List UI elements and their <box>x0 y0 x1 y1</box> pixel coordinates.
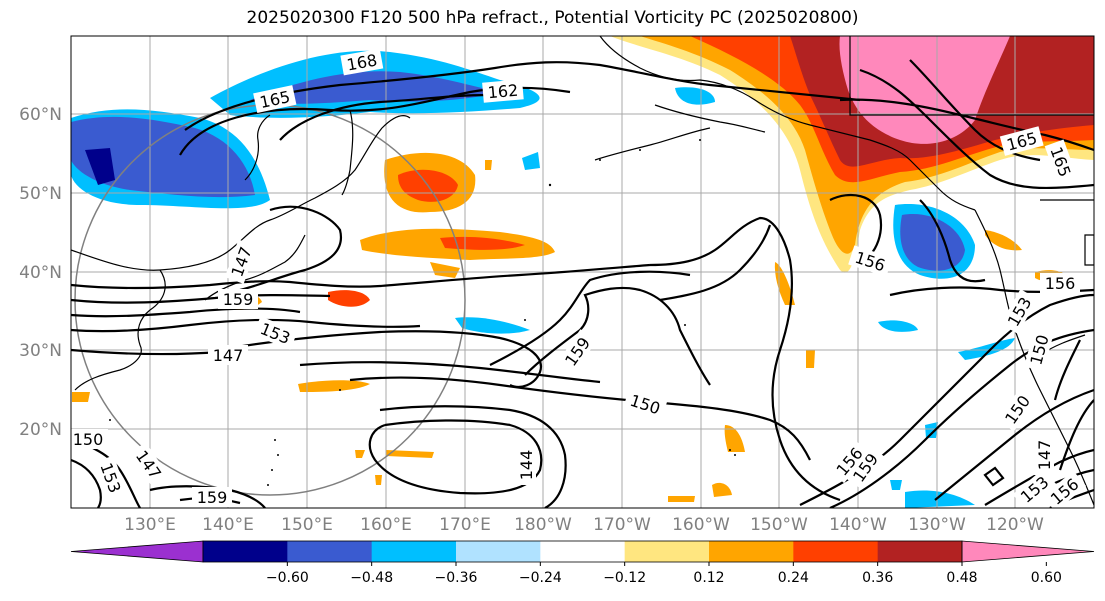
colorbar-extend-high <box>961 540 1095 563</box>
lon-label-130w: 130°W <box>908 515 966 535</box>
colorbar-segment <box>709 541 794 562</box>
lat-label-60n: 60°N <box>19 105 62 125</box>
lon-label-150e: 150°E <box>281 515 333 535</box>
colorbar-tick-label: 0.48 <box>946 570 977 586</box>
colorbar-tick-label: 0.24 <box>778 570 809 586</box>
colorbar-segment <box>624 541 710 562</box>
colorbar-extend-low <box>70 540 204 563</box>
colorbar-segment <box>371 541 457 562</box>
colorbar-tick-label: −0.12 <box>603 570 646 586</box>
colorbar-segment <box>877 541 963 562</box>
colorbar-tick-label: 0.60 <box>1031 570 1062 586</box>
lat-label-40n: 40°N <box>19 263 62 283</box>
colorbar-outline <box>202 540 963 563</box>
map-area: 165 168 162 165 165 156 156 153 150 159 … <box>71 36 1094 508</box>
map-frame <box>70 35 1095 509</box>
lon-label-160e: 160°E <box>360 515 412 535</box>
contour-label-147: 147 <box>213 346 244 365</box>
colorbar-segment <box>793 541 879 562</box>
lon-label-140w: 140°W <box>829 515 887 535</box>
colorbar-tick-label: −0.36 <box>435 570 478 586</box>
contour-label-144: 144 <box>517 450 536 481</box>
colorbar-tick-label: 0.36 <box>862 570 893 586</box>
colorbar-tick-label: −0.60 <box>266 570 309 586</box>
lon-label-170w: 170°W <box>593 515 651 535</box>
lon-label-160w: 160°W <box>672 515 730 535</box>
pv-negative-shading <box>71 50 1015 508</box>
colorbar-segment <box>287 541 373 562</box>
longitude-labels: 130°E 140°E 150°E 160°E 170°E 180°W 170°… <box>124 515 1044 535</box>
colorbar: −0.60 −0.48 −0.36 −0.24 −0.12 0.12 0.24 0.36 0.4… <box>70 540 1095 586</box>
colorbar-tick-label: −0.24 <box>519 570 562 586</box>
colorbar-segment <box>540 541 626 562</box>
lon-label-140e: 140°E <box>202 515 254 535</box>
colorbar-segment <box>456 541 541 562</box>
contour-label-147-east: 147 <box>1035 440 1054 471</box>
colorbar-ticks: −0.60 −0.48 −0.36 −0.24 −0.12 0.12 0.24 0.36 0.4… <box>266 562 1062 586</box>
colorbar-tick-label: 0.12 <box>693 570 724 586</box>
contour-labels: 165 168 162 165 165 156 156 153 150 159 … <box>71 48 1087 508</box>
contour-label-156-east: 156 <box>1045 274 1076 293</box>
latitude-labels: 60°N 50°N 40°N 30°N 20°N <box>19 105 62 440</box>
lat-label-30n: 30°N <box>19 341 62 361</box>
height-contours <box>71 59 1094 508</box>
lon-label-130e: 130°E <box>124 515 176 535</box>
contour-label-159-west: 159 <box>223 290 254 309</box>
contour-label-150-southwest: 150 <box>73 430 104 449</box>
lat-label-50n: 50°N <box>19 184 62 204</box>
contour-label-162: 162 <box>487 81 519 103</box>
colorbar-segments <box>70 540 1095 563</box>
map-title: 2025020300 F120 500 hPa refract., Potent… <box>246 8 859 28</box>
lon-label-120w: 120°W <box>986 515 1044 535</box>
contour-label-159-bottom: 159 <box>197 488 228 507</box>
lon-label-180w: 180°W <box>514 515 572 535</box>
lon-label-170e: 170°E <box>439 515 491 535</box>
lat-label-20n: 20°N <box>19 420 62 440</box>
lon-label-150w: 150°W <box>750 515 808 535</box>
colorbar-segment <box>203 541 288 562</box>
colorbar-tick-label: −0.48 <box>350 570 393 586</box>
